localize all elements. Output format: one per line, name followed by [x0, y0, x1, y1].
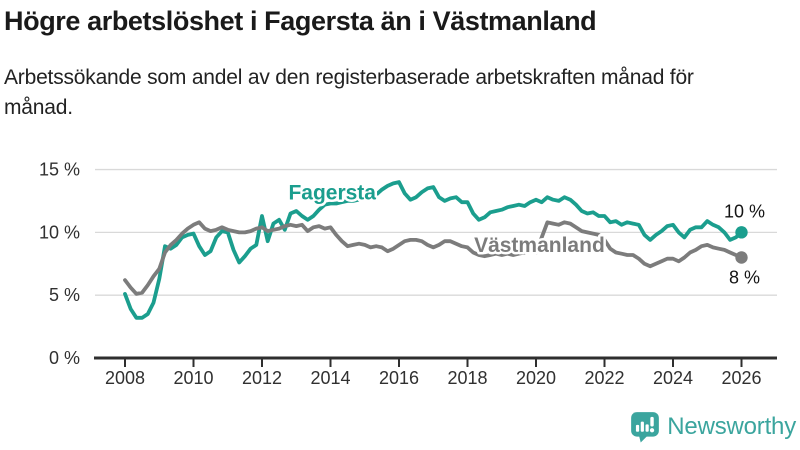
- series-line-västmanland: [123, 220, 744, 296]
- x-tick-label: 2022: [584, 368, 624, 388]
- series-label-västmanland: Västmanland: [474, 234, 605, 257]
- y-tick-label: 0 %: [49, 348, 80, 368]
- newsworthy-brand: Newsworthy: [630, 411, 796, 443]
- x-tick-label: 2010: [173, 368, 213, 388]
- bar-chart-speech-bubble-icon: [631, 412, 660, 443]
- series-line-fagersta: [123, 180, 744, 320]
- series-end-dot-fagersta: [735, 226, 748, 239]
- x-tick-label: 2018: [447, 368, 487, 388]
- chart-subtitle: Arbetssökande som andel av den registerb…: [4, 66, 694, 119]
- brand-name: Newsworthy: [667, 413, 796, 440]
- series-end-value-västmanland: 8 %: [729, 267, 760, 287]
- x-tick-label: 2008: [105, 368, 145, 388]
- x-tick-label: 2012: [242, 368, 282, 388]
- series-label-fagersta: Fagersta: [288, 182, 376, 205]
- page-title: Högre arbetslöshet i Fagersta än i Västm…: [4, 6, 597, 36]
- x-tick-label: 2020: [516, 368, 556, 388]
- y-tick-label: 10 %: [39, 222, 80, 242]
- chart-header: Högre arbetslöshet i Fagersta än i Västm…: [4, 4, 796, 123]
- series-end-value-fagersta: 10 %: [724, 201, 765, 221]
- y-tick-label: 5 %: [49, 285, 80, 305]
- x-tick-label: 2024: [653, 368, 693, 388]
- x-tick-label: 2026: [721, 368, 761, 388]
- x-tick-label: 2016: [379, 368, 419, 388]
- y-tick-label: 15 %: [39, 160, 80, 180]
- x-tick-label: 2014: [310, 368, 350, 388]
- series-end-dot-västmanland: [735, 251, 748, 264]
